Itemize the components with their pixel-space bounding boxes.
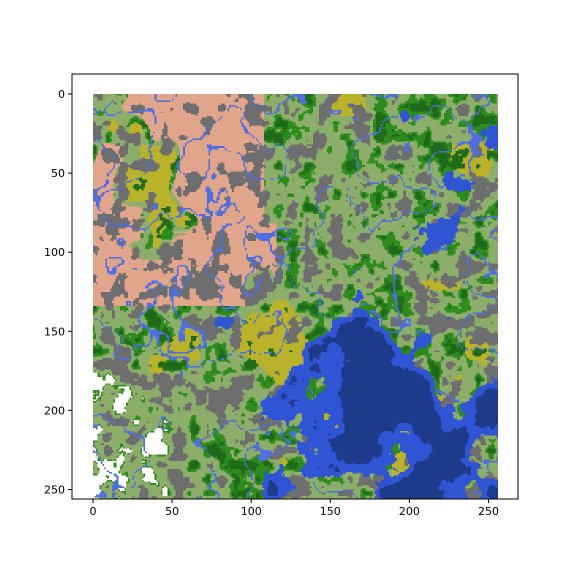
x-tick-label: 250 <box>478 505 499 518</box>
x-tick-label: 0 <box>90 505 97 518</box>
y-tick-label: 250 <box>44 484 65 497</box>
y-tick-label: 150 <box>44 325 65 338</box>
x-tick-label: 150 <box>320 505 341 518</box>
x-tick-label: 200 <box>399 505 420 518</box>
plot-area <box>72 74 518 499</box>
x-tick-label: 100 <box>241 505 262 518</box>
y-tick-label: 100 <box>44 246 65 259</box>
x-tick-label: 50 <box>165 505 179 518</box>
y-tick-label: 50 <box>51 167 65 180</box>
biome-map-image <box>93 94 498 499</box>
y-tick-label: 200 <box>44 404 65 417</box>
y-tick-label: 0 <box>58 88 65 101</box>
